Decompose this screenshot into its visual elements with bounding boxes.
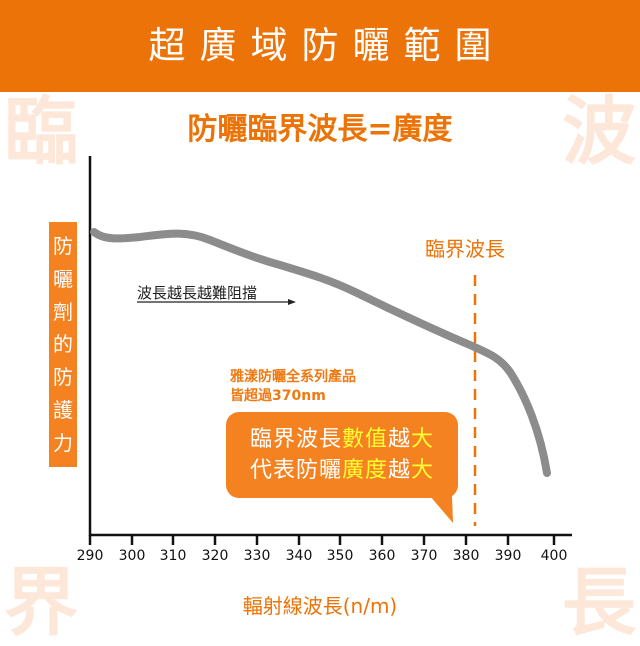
product-note: 雅漾防曬全系列產品 皆超過370nm [230, 368, 356, 406]
x-tick-label: 340 [285, 548, 313, 564]
protection-curve [90, 228, 551, 477]
x-tick-label: 380 [452, 548, 480, 564]
x-tick-label: 400 [540, 548, 568, 564]
x-tick-label: 330 [243, 548, 271, 564]
callout-text: 臨界波長數值越大 代表防曬廣度越大 [226, 424, 458, 486]
x-axis-ticks [88, 535, 556, 545]
y-label-char: 護 [53, 397, 73, 422]
callout-line2: 代表防曬廣度越大 [226, 455, 458, 486]
watermark-bottom-right: 長 [562, 560, 636, 646]
product-note-line2: 皆超過370nm [230, 388, 326, 404]
x-tick-label: 290 [76, 548, 104, 564]
callout-text-part: 臨界波長 [249, 427, 342, 452]
callout-bubble [226, 412, 458, 498]
callout-tail [430, 496, 453, 523]
callout-text-part: 越 [388, 427, 412, 452]
y-label-char: 的 [53, 332, 73, 357]
x-tick-label: 360 [368, 548, 396, 564]
callout-line1: 臨界波長數值越大 [226, 424, 458, 455]
arrow-head-icon [288, 299, 296, 305]
callout-highlight: 數值 [341, 427, 388, 452]
callout-highlight: 大 [411, 458, 435, 483]
y-label-char: 防 [53, 234, 73, 259]
chart-subtitle: 防曬臨界波長=廣度 [187, 112, 453, 147]
x-tick-label: 350 [326, 548, 354, 564]
x-tick-label: 310 [159, 548, 187, 564]
callout-highlight: 廣度 [341, 458, 388, 483]
watermark-top-right: 波 [562, 89, 636, 175]
y-label-char: 劑 [53, 299, 73, 324]
y-label-char: 力 [53, 430, 73, 455]
callout-highlight: 大 [411, 427, 435, 452]
product-note-line1: 雅漾防曬全系列產品 [230, 369, 356, 385]
y-label-char: 防 [53, 365, 73, 390]
x-tick-label: 320 [201, 548, 229, 564]
critical-wavelength-label: 臨界波長 [425, 237, 505, 261]
callout-text-part: 代表防曬 [249, 458, 342, 483]
header-banner [0, 0, 640, 92]
x-tick-label: 300 [118, 548, 146, 564]
y-axis-label: 防 曬 劑 的 防 護 力 [49, 222, 77, 467]
x-tick-label: 370 [410, 548, 438, 564]
x-tick-label: 390 [494, 548, 522, 564]
arrow-annotation-text: 波長越長越難阻擋 [137, 284, 258, 302]
watermark-bottom-left: 界 [4, 560, 78, 646]
x-axis-label: 輻射線波長(n/m) [242, 594, 398, 618]
callout-text-part: 越 [388, 458, 412, 483]
page-title: 超廣域防曬範圍 [148, 24, 506, 67]
watermark-top-left: 臨 [4, 89, 78, 175]
y-label-char: 曬 [53, 267, 73, 292]
